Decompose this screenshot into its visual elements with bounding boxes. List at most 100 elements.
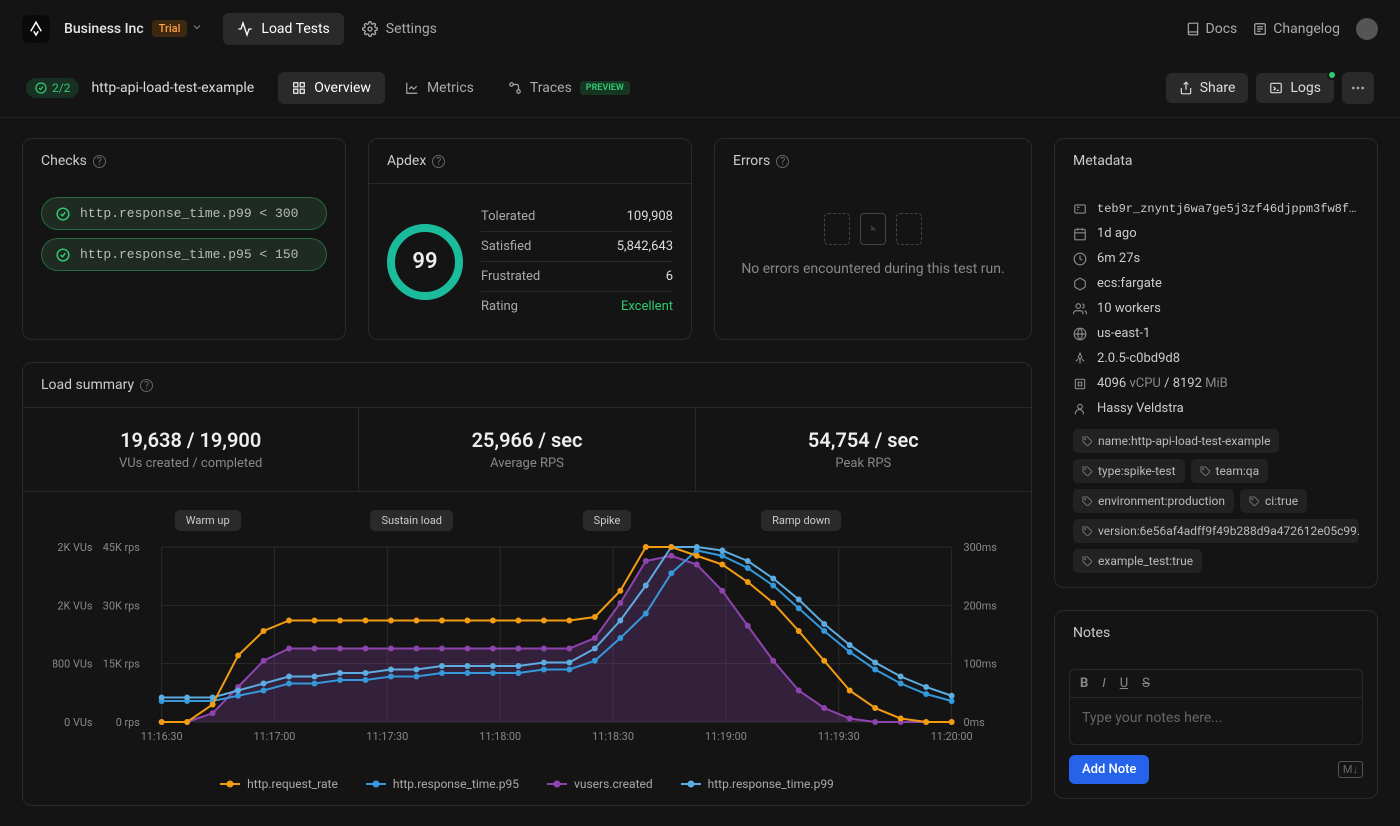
svg-text:300ms: 300ms (963, 541, 997, 554)
card-title: Load summary (41, 377, 134, 393)
strike-button[interactable]: S (1142, 676, 1150, 691)
trial-badge: Trial (152, 20, 188, 37)
grid-icon (292, 81, 306, 95)
summary-stat: 19,638 / 19,900VUs created / completed (23, 408, 359, 491)
metadata-tag: name:http-api-load-test-example (1073, 429, 1279, 453)
empty-illustration-icon (735, 213, 1011, 245)
apdex-row: RatingExcellent (481, 292, 673, 321)
share-icon (1179, 81, 1193, 95)
notes-input[interactable]: Type your notes here... (1069, 697, 1363, 745)
meta-time: 1d ago (1073, 221, 1359, 246)
docs-label: Docs (1206, 21, 1238, 37)
svg-text:11:20:00: 11:20:00 (931, 730, 973, 743)
notes-card: Notes B I U S Type your notes here... Ad… (1054, 610, 1378, 799)
tag-icon (1200, 466, 1211, 477)
share-button[interactable]: Share (1166, 73, 1249, 103)
metadata-card: Metadata teb9r_znyntj6wa7ge5j3zf46djppm3… (1054, 138, 1378, 588)
add-note-button[interactable]: Add Note (1069, 755, 1149, 784)
tag-icon (1082, 466, 1093, 477)
notes-toolbar: B I U S (1069, 669, 1363, 697)
svg-text:2K VUs: 2K VUs (57, 541, 93, 554)
changelog-link[interactable]: Changelog (1253, 21, 1340, 37)
card-title: Metadata (1073, 153, 1133, 169)
traces-icon (508, 81, 522, 95)
tab-traces[interactable]: Traces PREVIEW (494, 72, 644, 104)
svg-text:30K rps: 30K rps (103, 599, 140, 612)
logo[interactable] (22, 15, 50, 43)
help-icon[interactable]: ? (776, 155, 789, 168)
metadata-tag: team:qa (1191, 459, 1269, 483)
meta-user: Hassy Veldstra (1073, 396, 1359, 421)
italic-button[interactable]: I (1102, 676, 1105, 691)
phase-label: Spike (583, 510, 632, 531)
legend-item: http.response_time.p99 (681, 777, 834, 791)
svg-text:11:17:00: 11:17:00 (254, 730, 296, 743)
tab-label: Traces (530, 80, 572, 96)
checks-count-text: 2/2 (52, 81, 70, 95)
bold-button[interactable]: B (1080, 676, 1088, 691)
markdown-icon: M↓ (1338, 761, 1363, 778)
tab-overview[interactable]: Overview (278, 72, 385, 104)
more-button[interactable] (1342, 72, 1374, 104)
apdex-card: Apdex ? 99 Tolerated109,908Satisfied5,84… (368, 138, 692, 340)
rocket-icon (1073, 352, 1087, 366)
tab-label: Overview (314, 80, 371, 96)
list-icon (1253, 22, 1267, 36)
status-dot-icon (1327, 70, 1337, 80)
svg-text:15K rps: 15K rps (103, 658, 140, 671)
nav-label: Load Tests (261, 21, 329, 37)
chevron-down-icon[interactable] (191, 21, 203, 37)
legend-item: http.response_time.p95 (366, 777, 519, 791)
svg-text:11:17:30: 11:17:30 (366, 730, 408, 743)
meta-version: 2.0.5-c0bd9d8 (1073, 346, 1359, 371)
help-icon[interactable]: ? (93, 155, 106, 168)
metadata-tag: example_test:true (1073, 549, 1202, 573)
card-title: Errors (733, 153, 770, 169)
legend-item: http.request_rate (220, 777, 338, 791)
nav-settings[interactable]: Settings (348, 13, 451, 45)
docs-link[interactable]: Docs (1186, 21, 1238, 37)
meta-region: us-east-1 (1073, 321, 1359, 346)
gear-icon (362, 21, 378, 37)
meta-workers: 10 workers (1073, 296, 1359, 321)
check-item: http.response_time.p99 < 300 (41, 197, 327, 230)
test-name: http-api-load-test-example (91, 80, 254, 96)
help-icon[interactable]: ? (432, 155, 445, 168)
org-name[interactable]: Business Inc (64, 21, 144, 37)
card-title: Checks (41, 153, 87, 169)
metadata-tag: ci:true (1240, 489, 1307, 513)
apdex-score: 99 (412, 249, 437, 274)
apdex-score-ring: 99 (387, 224, 463, 300)
tab-metrics[interactable]: Metrics (391, 72, 488, 104)
checks-count-pill: 2/2 (26, 78, 79, 98)
tag-icon (1082, 556, 1093, 567)
card-title: Apdex (387, 153, 426, 169)
svg-text:45K rps: 45K rps (103, 541, 140, 554)
logs-label: Logs (1290, 80, 1321, 96)
svg-text:0 rps: 0 rps (116, 716, 141, 729)
changelog-label: Changelog (1273, 21, 1340, 37)
svg-text:2K VUs: 2K VUs (57, 599, 93, 612)
calendar-icon (1073, 227, 1087, 241)
meta-platform: ecs:fargate (1073, 271, 1359, 296)
errors-message: No errors encountered during this test r… (735, 261, 1011, 277)
nav-load-tests[interactable]: Load Tests (223, 13, 343, 45)
svg-text:11:19:00: 11:19:00 (705, 730, 747, 743)
help-icon[interactable]: ? (140, 379, 153, 392)
cpu-icon (1073, 377, 1087, 391)
user-avatar[interactable] (1356, 18, 1378, 40)
check-item: http.response_time.p95 < 150 (41, 238, 327, 271)
underline-button[interactable]: U (1120, 676, 1128, 691)
summary-stat: 54,754 / secPeak RPS (696, 408, 1031, 491)
errors-card: Errors ? No errors encountered during th… (714, 138, 1032, 340)
share-label: Share (1200, 80, 1236, 96)
activity-icon (237, 21, 253, 37)
logs-button[interactable]: Logs (1256, 73, 1334, 103)
legend-item: vusers.created (547, 777, 653, 791)
users-icon (1073, 302, 1087, 316)
globe-icon (1073, 327, 1087, 341)
book-icon (1186, 22, 1200, 36)
meta-resources: 4096 vCPU / 8192 MiB (1073, 371, 1359, 396)
phase-label: Warm up (175, 510, 241, 531)
load-summary-card: Load summary ? 19,638 / 19,900VUs create… (22, 362, 1032, 806)
